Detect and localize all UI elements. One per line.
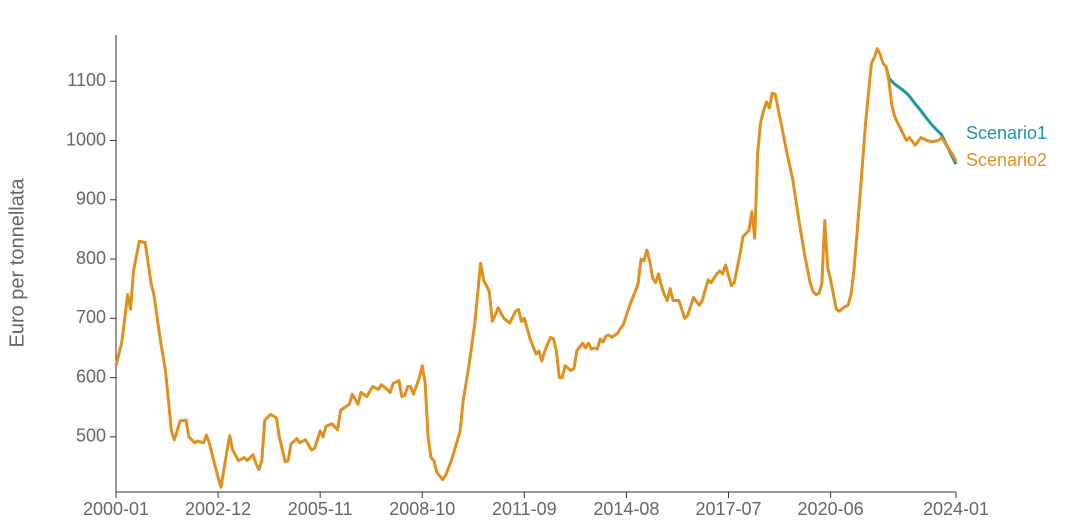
y-tick-label: 600	[76, 366, 106, 386]
x-tick-label: 2005-11	[288, 499, 353, 519]
y-tick-label: 500	[76, 426, 106, 446]
x-tick-label: 2024-01	[923, 499, 989, 519]
x-tick-label: 2011-09	[492, 499, 557, 519]
y-tick-label: 1100	[67, 70, 106, 90]
x-tick-label: 2000-01	[83, 499, 149, 519]
series-label: Scenario2	[966, 150, 1047, 170]
y-axis-title: Euro per tonnellata	[6, 178, 28, 348]
x-tick-label: 2008-10	[389, 499, 455, 519]
line-series	[114, 47, 958, 489]
y-tick-label: 700	[76, 307, 106, 327]
x-tick-label: 2014-08	[593, 499, 659, 519]
line-series	[884, 66, 958, 165]
x-tick-label: 2002-12	[185, 499, 251, 519]
x-tick-label: 2020-06	[798, 499, 864, 519]
y-tick-label: 900	[76, 189, 106, 209]
y-tick-label: 1000	[66, 129, 106, 149]
series-label: Scenario1	[966, 123, 1047, 143]
y-tick-label: 800	[76, 248, 106, 268]
x-tick-label: 2017-07	[695, 499, 761, 519]
